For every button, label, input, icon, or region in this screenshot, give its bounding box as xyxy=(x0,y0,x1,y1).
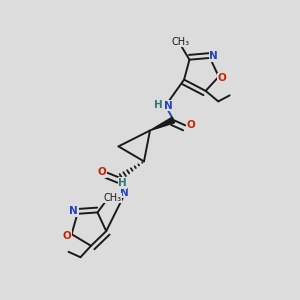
Text: H: H xyxy=(154,100,163,110)
Text: CH₃: CH₃ xyxy=(171,37,190,47)
Text: O: O xyxy=(218,73,227,83)
Text: O: O xyxy=(63,231,71,241)
Text: N: N xyxy=(209,51,218,62)
Polygon shape xyxy=(150,117,175,130)
Text: H: H xyxy=(118,178,127,188)
Text: N: N xyxy=(119,188,128,198)
Text: O: O xyxy=(98,167,106,177)
Text: O: O xyxy=(186,120,195,130)
Text: N: N xyxy=(164,100,173,111)
Text: CH₃: CH₃ xyxy=(103,193,122,203)
Text: N: N xyxy=(69,206,78,216)
